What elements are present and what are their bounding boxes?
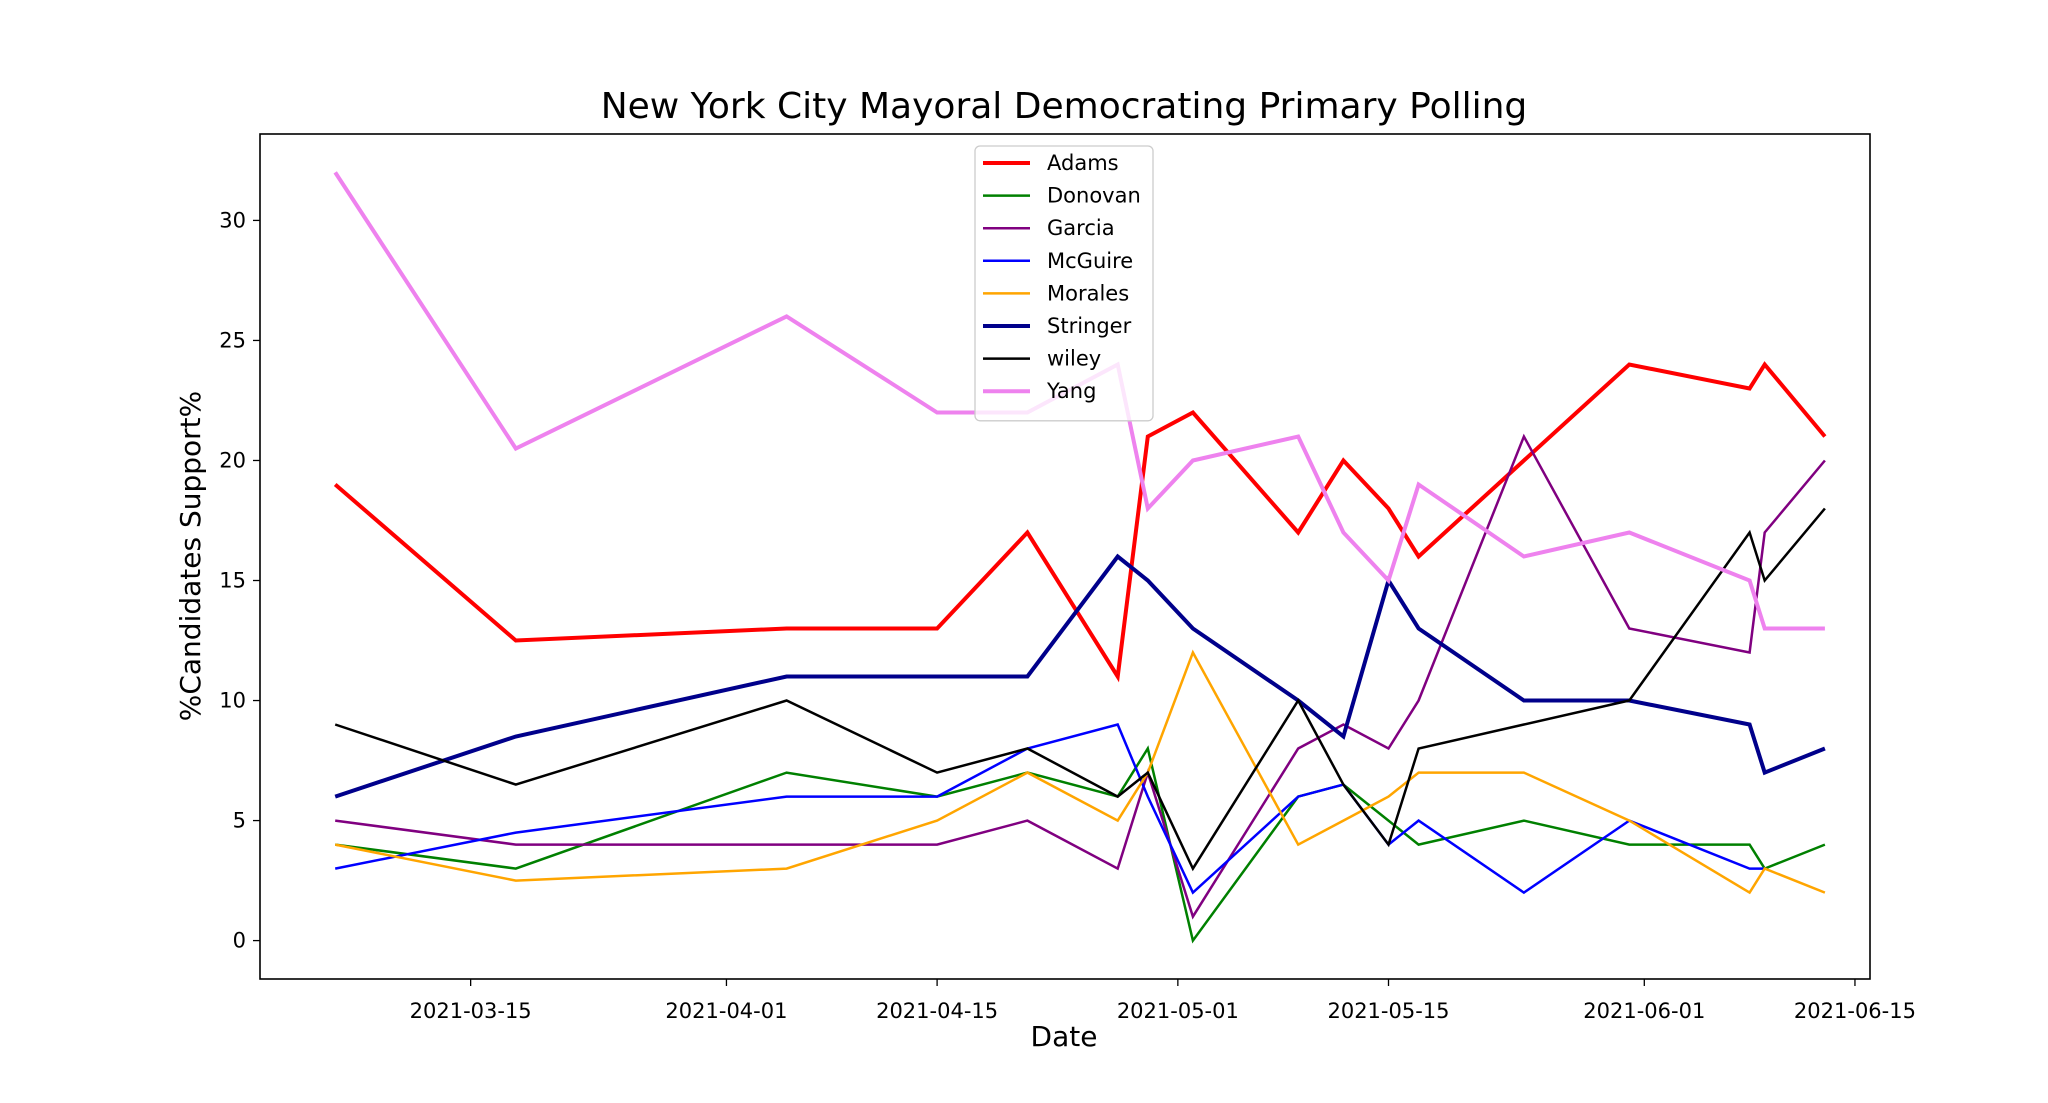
x-tick-label: 2021-04-01 <box>665 999 787 1023</box>
legend-box <box>974 145 1154 422</box>
x-axis-label: Date <box>1031 1020 1098 1053</box>
x-tick-label: 2021-06-15 <box>1794 999 1916 1023</box>
x-tick-label: 2021-05-15 <box>1327 999 1449 1023</box>
legend-label-donovan: Donovan <box>1047 184 1141 208</box>
legend-label-garcia: Garcia <box>1047 216 1115 240</box>
legend-label-mcguire: McGuire <box>1047 249 1133 273</box>
y-tick-label: 25 <box>219 328 246 352</box>
x-tick-label: 2021-05-01 <box>1117 999 1239 1023</box>
series-line-garcia <box>335 433 1826 920</box>
x-tick-label: 2021-03-15 <box>410 999 532 1023</box>
series-line-adams <box>333 361 1827 683</box>
legend-label-stringer: Stringer <box>1047 314 1132 338</box>
legend-label-adams: Adams <box>1047 151 1119 175</box>
x-tick-label: 2021-04-15 <box>876 999 998 1023</box>
legend-label-wiley: wiley <box>1047 347 1101 371</box>
plot-lines <box>333 171 1827 944</box>
series-line-morales <box>334 649 1826 895</box>
y-tick-label: 0 <box>233 929 246 953</box>
series-line-yang <box>333 171 1825 631</box>
y-tick-label: 15 <box>219 569 246 593</box>
plot-area-frame <box>259 133 1871 980</box>
y-tick-label: 10 <box>219 689 246 713</box>
legend-label-morales: Morales <box>1047 281 1129 305</box>
y-axis: 0 5 10 15 20 25 30 <box>219 208 260 953</box>
x-axis: 2021-03-15 2021-04-01 2021-04-15 2021-05-01… <box>410 979 1916 1023</box>
y-tick-label: 30 <box>219 208 246 232</box>
legend: Adams Donovan Garcia McGuire Morales Stringer… <box>974 145 1154 422</box>
y-axis-label: %Candidates Support% <box>174 391 207 722</box>
series-line-wiley <box>334 507 1826 872</box>
y-tick-label: 20 <box>219 448 246 472</box>
chart-title: New York City Mayoral Democrating Primar… <box>601 86 1528 127</box>
y-tick-label: 5 <box>233 809 246 833</box>
legend-label-yang: Yang <box>1046 379 1096 403</box>
x-tick-label: 2021-06-01 <box>1583 999 1705 1023</box>
series-line-mcguire <box>334 723 1765 895</box>
series-line-stringer <box>334 553 1826 799</box>
